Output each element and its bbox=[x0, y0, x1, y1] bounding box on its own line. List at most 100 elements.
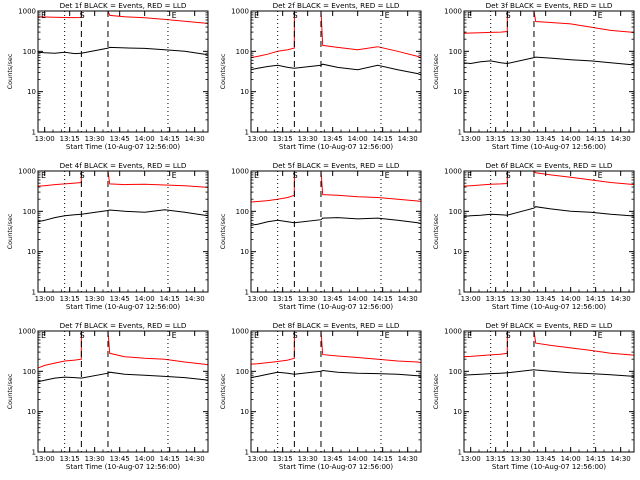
y-tick-label: 1000 bbox=[231, 8, 249, 16]
event-marker-e: E bbox=[172, 11, 177, 20]
plot-frame bbox=[250, 170, 422, 293]
event-marker-e: E bbox=[254, 171, 259, 180]
event-marker-e: E bbox=[385, 331, 390, 340]
event-marker-s: S bbox=[293, 171, 298, 180]
series-line-lld bbox=[464, 171, 634, 187]
x-tick-label: 13:15 bbox=[273, 295, 293, 303]
chart-title: Det 9f BLACK = Events, RED = LLD bbox=[486, 321, 613, 330]
event-marker-s: S bbox=[506, 171, 511, 180]
x-axis-label: Start Time (10-Aug-07 12:56:00) bbox=[492, 463, 606, 471]
y-axis-label: Counts/sec bbox=[219, 373, 227, 409]
plot-frame bbox=[37, 10, 209, 133]
y-tick-label: 100 bbox=[23, 368, 36, 376]
y-tick-label: 10 bbox=[27, 248, 36, 256]
series-line-events bbox=[251, 63, 421, 76]
chart-title: Det 1f BLACK = Events, RED = LLD bbox=[60, 1, 187, 10]
x-axis-label: Start Time (10-Aug-07 12:56:00) bbox=[66, 143, 180, 151]
x-tick-label: 14:15 bbox=[160, 295, 180, 303]
y-tick-label: 1 bbox=[32, 129, 36, 137]
x-tick-label: 13:30 bbox=[85, 455, 105, 463]
series-line-lld bbox=[38, 171, 208, 188]
x-tick-label: 14:00 bbox=[561, 455, 581, 463]
series-line-lld bbox=[251, 11, 421, 59]
event-marker-e: E bbox=[598, 11, 603, 20]
x-tick-label: 13:30 bbox=[85, 135, 105, 143]
series-line-events bbox=[251, 369, 421, 379]
event-marker-e: E bbox=[467, 331, 472, 340]
y-tick-label: 100 bbox=[449, 368, 462, 376]
event-marker-e: E bbox=[41, 171, 46, 180]
chart-title: Det 2f BLACK = Events, RED = LLD bbox=[273, 1, 400, 10]
series-line-events bbox=[251, 217, 421, 226]
chart-title: Det 4f BLACK = Events, RED = LLD bbox=[60, 161, 187, 170]
y-axis-label: Counts/sec bbox=[432, 373, 440, 409]
chart-title: Det 8f BLACK = Events, RED = LLD bbox=[273, 321, 400, 330]
x-axis-label: Start Time (10-Aug-07 12:56:00) bbox=[279, 303, 393, 311]
y-tick-label: 10 bbox=[453, 248, 462, 256]
x-tick-label: 13:15 bbox=[60, 135, 80, 143]
y-axis-label: Counts/sec bbox=[6, 213, 14, 249]
y-tick-label: 1000 bbox=[231, 168, 249, 176]
x-tick-label: 14:00 bbox=[135, 295, 155, 303]
event-marker-e: E bbox=[172, 171, 177, 180]
x-tick-label: 13:15 bbox=[60, 455, 80, 463]
series-line-events bbox=[38, 371, 208, 383]
x-tick-label: 13:15 bbox=[273, 455, 293, 463]
y-tick-label: 1 bbox=[32, 289, 36, 297]
y-tick-label: 10 bbox=[240, 248, 249, 256]
event-marker-s: S bbox=[80, 171, 85, 180]
y-tick-label: 100 bbox=[23, 48, 36, 56]
x-tick-label: 13:30 bbox=[85, 295, 105, 303]
event-marker-s: S bbox=[293, 331, 298, 340]
series-group bbox=[464, 331, 634, 377]
event-marker-e: E bbox=[254, 331, 259, 340]
series-line-events bbox=[464, 369, 634, 377]
series-group bbox=[38, 11, 208, 56]
x-tick-label: 13:30 bbox=[511, 135, 531, 143]
x-tick-label: 13:00 bbox=[461, 295, 481, 303]
plot-frame bbox=[463, 170, 635, 293]
y-tick-label: 10 bbox=[453, 408, 462, 416]
y-axis-label: Counts/sec bbox=[432, 53, 440, 89]
y-tick-label: 10 bbox=[27, 88, 36, 96]
x-tick-label: 14:15 bbox=[373, 455, 393, 463]
y-tick-label: 10 bbox=[27, 408, 36, 416]
event-marker-e: E bbox=[385, 171, 390, 180]
y-tick-label: 100 bbox=[236, 368, 249, 376]
x-tick-label: 13:00 bbox=[461, 455, 481, 463]
y-tick-label: 1000 bbox=[231, 328, 249, 336]
y-tick-label: 100 bbox=[236, 48, 249, 56]
chart-title: Det 7f BLACK = Events, RED = LLD bbox=[60, 321, 187, 330]
x-tick-label: 14:00 bbox=[135, 135, 155, 143]
x-tick-label: 13:45 bbox=[323, 455, 343, 463]
y-tick-label: 100 bbox=[449, 208, 462, 216]
x-tick-label: 13:30 bbox=[298, 455, 318, 463]
y-tick-label: 100 bbox=[236, 208, 249, 216]
x-tick-label: 13:45 bbox=[323, 295, 343, 303]
x-tick-label: 14:15 bbox=[160, 455, 180, 463]
x-tick-label: 13:15 bbox=[486, 455, 506, 463]
series-group bbox=[464, 11, 634, 66]
event-marker-e: E bbox=[41, 331, 46, 340]
y-tick-label: 1000 bbox=[444, 8, 462, 16]
y-axis-label: Counts/sec bbox=[219, 53, 227, 89]
y-tick-label: 1 bbox=[458, 289, 462, 297]
x-tick-label: 13:45 bbox=[323, 135, 343, 143]
x-tick-label: 14:00 bbox=[348, 295, 368, 303]
series-line-lld bbox=[464, 331, 634, 358]
x-tick-label: 14:00 bbox=[348, 455, 368, 463]
y-tick-label: 1000 bbox=[18, 8, 36, 16]
x-tick-label: 13:00 bbox=[461, 135, 481, 143]
plot-frame bbox=[37, 170, 209, 293]
x-tick-label: 13:15 bbox=[273, 135, 293, 143]
x-tick-label: 14:00 bbox=[348, 135, 368, 143]
x-tick-label: 13:00 bbox=[248, 455, 268, 463]
chart-title: Det 3f BLACK = Events, RED = LLD bbox=[486, 1, 613, 10]
x-axis-label: Start Time (10-Aug-07 12:56:00) bbox=[66, 463, 180, 471]
x-tick-label: 13:00 bbox=[35, 135, 55, 143]
x-axis-label: Start Time (10-Aug-07 12:56:00) bbox=[279, 463, 393, 471]
